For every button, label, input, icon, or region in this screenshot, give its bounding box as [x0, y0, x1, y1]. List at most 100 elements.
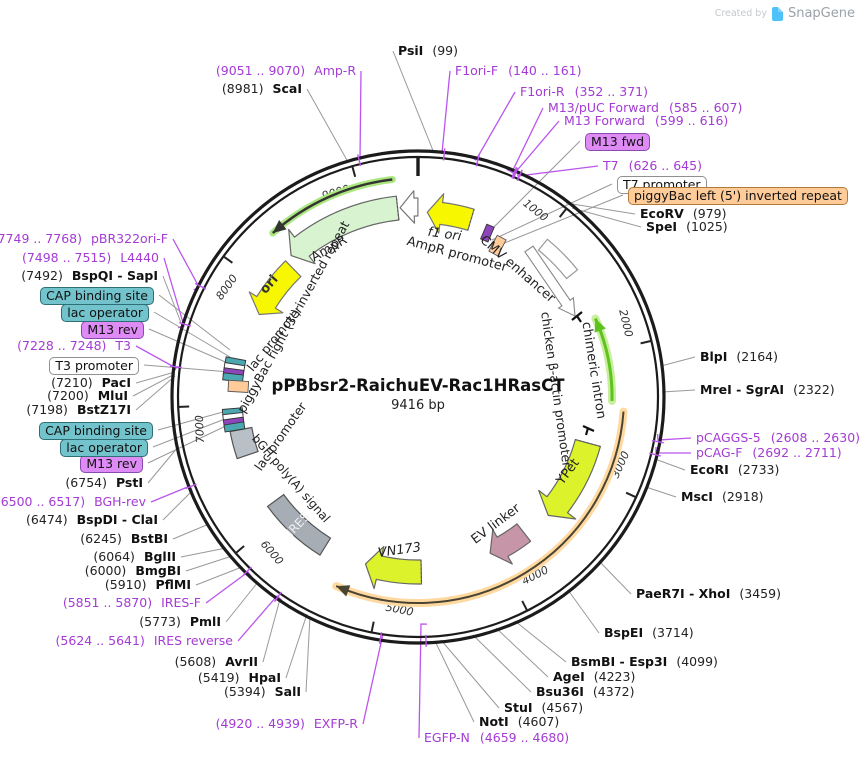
label-pbr322[interactable]: (7749 .. 7768) pBR322ori-F: [0, 231, 168, 246]
label-text: BmgBI: [135, 563, 181, 578]
label-text: MluI: [97, 388, 128, 403]
label-f1oriF[interactable]: F1ori-F (140 .. 161): [455, 63, 581, 78]
feature-tag-m13revB[interactable]: M13 rev: [80, 455, 143, 473]
leader-line: [567, 589, 600, 634]
label-text: (2692 .. 2711): [752, 445, 842, 460]
label-m13puc[interactable]: M13/pUC Forward (585 .. 607): [548, 100, 742, 115]
feature-ampr-promoter[interactable]: [399, 190, 419, 224]
label-pflMI[interactable]: (5910) PflMI: [105, 577, 191, 592]
label-text: (8981): [221, 81, 264, 96]
feature-ires: [266, 493, 332, 556]
feature-ypet[interactable]: [538, 439, 601, 520]
label-ageI[interactable]: AgeI (4223): [553, 669, 635, 684]
label-iresF[interactable]: (5851 .. 5870) IRES-F: [63, 595, 201, 610]
label-t7[interactable]: T7 (626 .. 645): [603, 158, 702, 173]
label-psiI[interactable]: PsiI (99): [398, 43, 458, 58]
feature-f1-ori[interactable]: [426, 193, 475, 234]
label-pmlI[interactable]: (5773) PmlI: [139, 614, 221, 629]
label-m13fwdP[interactable]: M13 Forward (599 .. 616): [564, 113, 728, 128]
label-scaI[interactable]: (8981) ScaI: [222, 81, 302, 96]
leader-line: [195, 566, 243, 586]
label-bstBI[interactable]: (6245) BstBI: [80, 531, 168, 546]
tick-label: 8000: [213, 272, 240, 302]
label-text: AvrII: [225, 654, 258, 669]
label-pstI[interactable]: (6754) PstI: [65, 475, 143, 490]
label-bspDI[interactable]: (6474) BspDI - ClaI: [26, 512, 158, 527]
label-ecoRV[interactable]: EcoRV (979): [640, 206, 726, 221]
label-t3[interactable]: (7228 .. 7248) T3: [17, 338, 131, 353]
label-hpaI[interactable]: (5419) HpaI: [198, 670, 281, 685]
lac-cluster-b-glyph: [223, 421, 246, 433]
label-bsu36I[interactable]: Bsu36I (4372): [536, 684, 635, 699]
label-text: (9051 .. 9070): [215, 63, 306, 78]
label-text: M13 Forward: [564, 113, 645, 128]
feature-tag-m13fwdBox[interactable]: M13 fwd: [585, 133, 651, 151]
feature-vn173[interactable]: [364, 545, 423, 590]
feature-tag-capB[interactable]: CAP binding site: [39, 422, 153, 440]
feature-ori[interactable]: [248, 260, 302, 316]
label-pacI[interactable]: (7210) PacI: [51, 375, 131, 390]
label-text: AgeI: [553, 669, 585, 684]
feature-ev-linker[interactable]: [489, 523, 532, 565]
label-text: (5910): [104, 577, 147, 592]
label-iresRev[interactable]: (5624 .. 5641) IRES reverse: [56, 633, 233, 648]
label-egfpN[interactable]: EGFP-N (4659 .. 4680): [424, 730, 569, 745]
label-mluI[interactable]: (7200) MluI: [47, 388, 128, 403]
tick-mark: [558, 207, 568, 218]
label-bstZ17I[interactable]: (7198) BstZ17I: [26, 402, 131, 417]
tick-mark: [640, 339, 653, 345]
feature-tag-t3prom[interactable]: T3 promoter: [49, 357, 139, 375]
leader-line: [516, 165, 599, 177]
cds-start-marker: [582, 424, 595, 436]
leader-line: [135, 375, 176, 411]
label-ampRp[interactable]: (9051 .. 9070) Amp-R: [216, 63, 356, 78]
label-text: (2733): [737, 462, 780, 477]
f1-ori-label: f1 ori: [427, 225, 463, 245]
label-bglII[interactable]: (6064) BglII: [93, 549, 176, 564]
label-bsmBI[interactable]: BsmBI - Esp3I (4099): [571, 654, 718, 669]
leader-line: [496, 194, 624, 247]
feature-tag: T3 promoter: [49, 357, 139, 375]
label-bspQI[interactable]: (7492) BspQI - SapI: [21, 268, 158, 283]
feature-tag-m13revA[interactable]: M13 rev: [81, 321, 144, 339]
label-bmgBI[interactable]: (6000) BmgBI: [85, 563, 181, 578]
label-l4440[interactable]: (7498 .. 7515) L4440: [22, 250, 159, 265]
leader-line: [157, 409, 231, 431]
label-mreI[interactable]: MreI - SgrAI (2322): [700, 382, 835, 397]
label-pcaggs5[interactable]: pCAGGS-5 (2608 .. 2630): [696, 430, 860, 445]
label-text: (99): [432, 43, 458, 58]
label-f1oriR[interactable]: F1ori-R (352 .. 371): [520, 84, 648, 99]
label-text: IRES-F: [161, 595, 201, 610]
label-blpI[interactable]: BlpI (2164): [700, 349, 778, 364]
feature-chicken-beta-actin-promoter[interactable]: [524, 245, 576, 317]
label-pcagF[interactable]: pCAG-F (2692 .. 2711): [696, 445, 842, 460]
feature-tag-pbLeft[interactable]: piggyBac left (5') inverted repeat: [628, 187, 848, 205]
label-ecoRI[interactable]: EcoRI (2733): [690, 462, 779, 477]
label-speI[interactable]: SpeI (1025): [646, 219, 728, 234]
label-avrII[interactable]: (5608) AvrII: [175, 654, 258, 669]
label-text: T7: [603, 158, 619, 173]
feature-tag-lacOpA[interactable]: lac operator: [61, 304, 149, 322]
label-text: (6474): [26, 512, 68, 527]
label-paeR7I[interactable]: PaeR7I - XhoI (3459): [636, 586, 781, 601]
feature-tag-lacOpB[interactable]: lac operator: [60, 439, 148, 457]
features: [221, 176, 628, 608]
label-text: NotI: [479, 714, 509, 729]
label-exfpR[interactable]: (4920 .. 4939) EXFP-R: [216, 716, 358, 731]
label-bspEI[interactable]: BspEI (3714): [604, 625, 694, 640]
feature-chimeric-intron: [594, 318, 606, 333]
leader-line: [172, 523, 210, 540]
feature-tag: CAP binding site: [39, 422, 153, 440]
label-mscI[interactable]: MscI (2918): [681, 489, 764, 504]
feature-tag-capA[interactable]: CAP binding site: [40, 287, 154, 305]
label-bghRev[interactable]: (6500 .. 6517) BGH-rev: [0, 494, 146, 509]
label-notI[interactable]: NotI (4607): [479, 714, 559, 729]
label-text: SalI: [274, 684, 301, 699]
label-text: BsmBI - Esp3I: [571, 654, 668, 669]
label-salI[interactable]: (5394) SalI: [224, 684, 301, 699]
label-stuI[interactable]: StuI (4567): [504, 700, 583, 715]
feature-tag: M13 fwd: [585, 133, 651, 151]
leader-line: [162, 275, 184, 329]
label-text: F1ori-R: [520, 84, 565, 99]
